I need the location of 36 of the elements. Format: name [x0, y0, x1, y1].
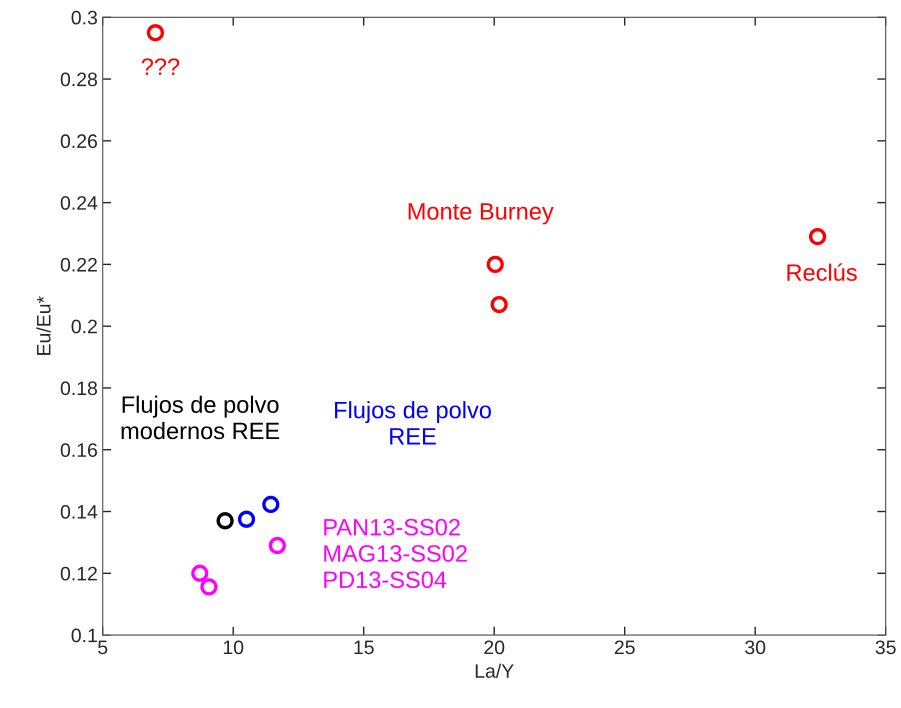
series-label: ??? [142, 58, 180, 75]
text: Flujos de polvo REE [335, 401, 491, 444]
x-tick-label: 20 [484, 640, 504, 654]
point [191, 564, 208, 582]
y-tick-label: 0.14 [60, 504, 98, 519]
y-tick-label: 0.12 [60, 566, 97, 581]
point [262, 496, 280, 514]
x-tick-label: 5 [98, 640, 108, 654]
y-tick-label: 0.18 [60, 381, 98, 396]
y-tick-label: 0.2 [72, 320, 97, 334]
text: Flujos de polvo modernos REE [122, 396, 280, 440]
point [146, 24, 164, 42]
y-tick-label: 0.26 [60, 134, 97, 148]
point [490, 296, 508, 314]
y-tick-label: 0.3 [72, 10, 97, 25]
y-tick-label: 0.1 [72, 628, 97, 642]
point [216, 512, 234, 530]
x-tick-label: 10 [224, 640, 244, 654]
point [238, 510, 256, 528]
y-tick-label: 0.16 [60, 443, 97, 457]
x-tick-label: 25 [614, 640, 635, 654]
x-tick-label: 35 [876, 640, 896, 654]
y-axis-title: Eu/Eu* [36, 296, 51, 355]
y-tick-label: 0.22 [60, 258, 97, 272]
point [200, 578, 218, 596]
point [486, 256, 504, 274]
x-tick-label: 30 [745, 640, 766, 654]
point [808, 228, 826, 246]
point [268, 536, 286, 554]
series-label: PAN13-SS02 MAG13-SS02 PD13-SS04 [324, 518, 467, 588]
x-tick-label: 15 [354, 640, 374, 654]
y-tick-label: 0.24 [60, 196, 98, 210]
series-label: Monte Burney [408, 203, 554, 224]
x-axis-title: La/Y [476, 664, 514, 678]
series-label: Reclús [787, 263, 857, 281]
y-tick-label: 0.28 [60, 72, 98, 86]
